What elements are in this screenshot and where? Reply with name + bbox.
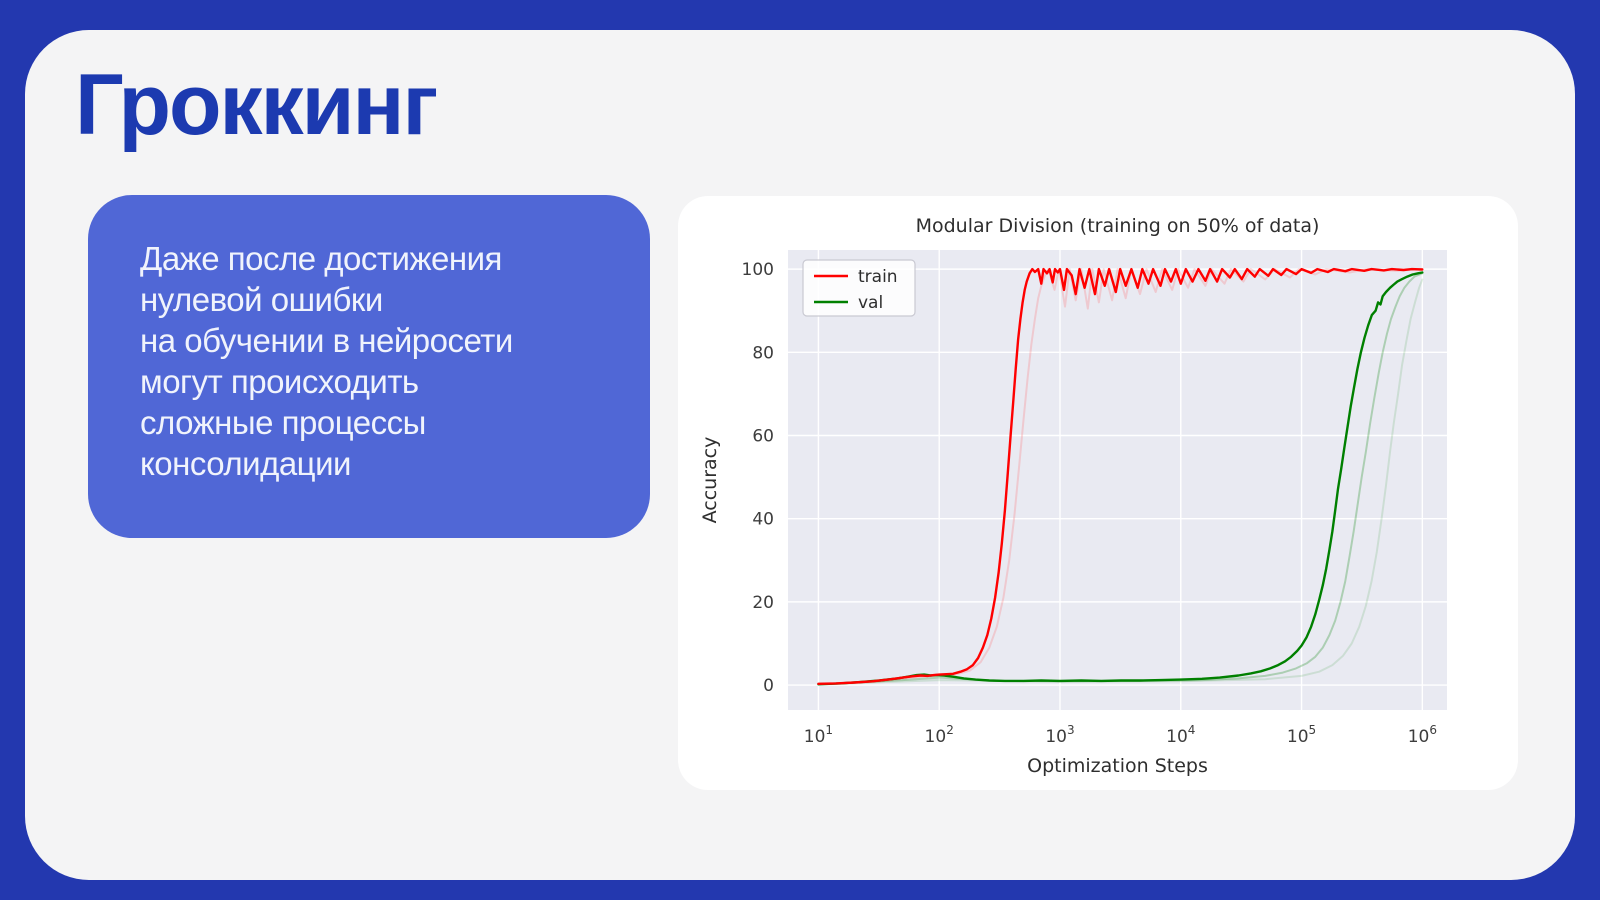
series-train-line [817, 267, 1424, 685]
x-axis-label: Optimization Steps [1027, 755, 1208, 777]
chart-card: Modular Division (training on 50% of dat… [678, 196, 1518, 790]
x-tick-label: 101 [804, 723, 833, 747]
y-tick-label: 100 [742, 260, 774, 280]
series-val-shadow-run-2-line [817, 278, 1424, 686]
y-axis-label: Accuracy [699, 437, 721, 524]
x-tick-label: 104 [1166, 723, 1195, 747]
series-train-shadow-run-line [817, 268, 1424, 686]
x-tick-label: 102 [925, 723, 954, 747]
plot-area [788, 250, 1447, 710]
y-tick-label: 60 [752, 426, 774, 446]
series-val-line [817, 271, 1424, 686]
y-tick-label: 20 [752, 593, 774, 613]
x-tick-label: 103 [1045, 723, 1074, 747]
accuracy-chart: Modular Division (training on 50% of dat… [699, 215, 1447, 777]
x-tick-label: 106 [1408, 723, 1437, 747]
chart-title: Modular Division (training on 50% of dat… [916, 215, 1320, 237]
page-title: Гроккинг [75, 57, 438, 153]
info-card: Даже после достижения нулевой ошибки на … [88, 195, 650, 538]
x-tick-label: 105 [1287, 723, 1316, 747]
y-tick-label: 80 [752, 343, 774, 363]
slide-card: Гроккинг Даже после достижения нулевой о… [25, 30, 1575, 880]
legend-label-train: train [858, 267, 898, 287]
info-card-text: Даже после достижения нулевой ошибки на … [140, 240, 513, 482]
y-tick-label: 40 [752, 510, 774, 530]
legend-label-val: val [858, 293, 883, 313]
y-tick-label: 0 [763, 676, 774, 696]
